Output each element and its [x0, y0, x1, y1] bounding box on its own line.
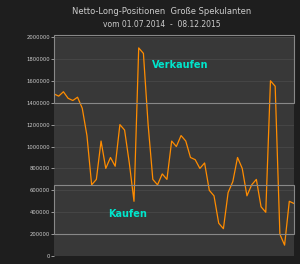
Text: Netto-Long-Positionen  Große Spekulanten: Netto-Long-Positionen Große Spekulanten: [72, 7, 252, 16]
Text: Kaufen: Kaufen: [108, 209, 147, 219]
Text: Verkaufen: Verkaufen: [152, 60, 208, 70]
Bar: [54, 185, 294, 234]
Bar: [54, 35, 294, 103]
Text: vom 01.07.2014  -  08.12.2015: vom 01.07.2014 - 08.12.2015: [103, 20, 221, 29]
